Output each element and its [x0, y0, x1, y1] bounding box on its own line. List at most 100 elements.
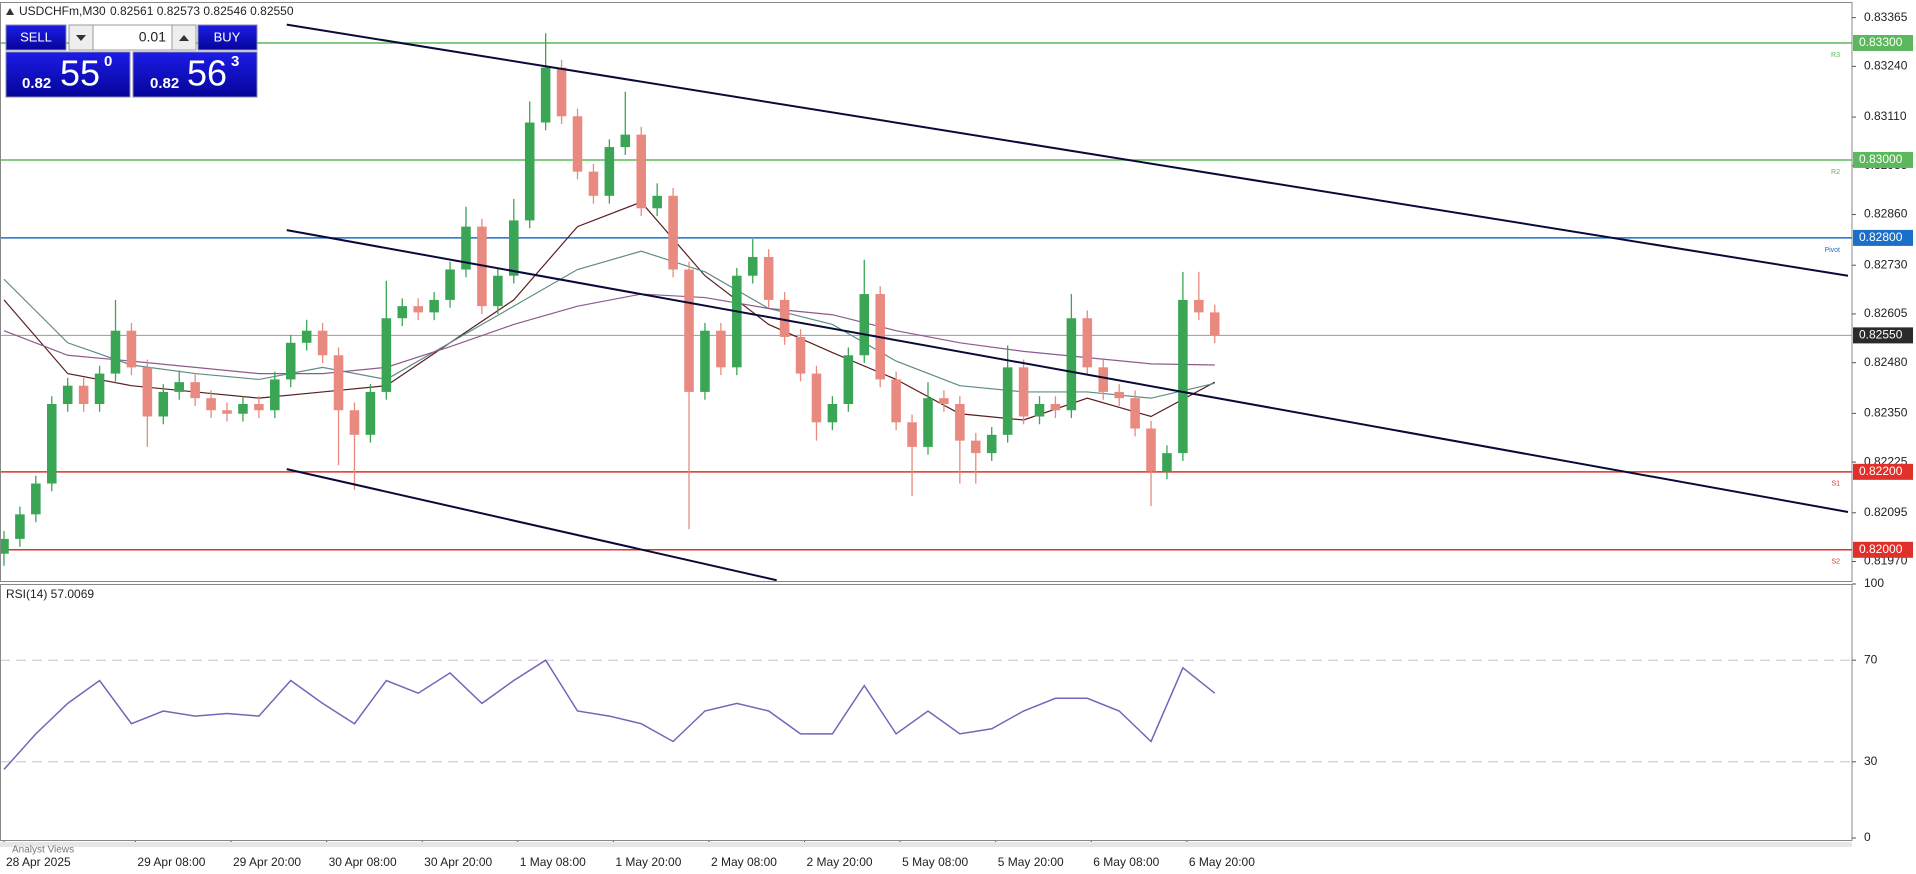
candle-body	[923, 398, 933, 447]
candle-body	[381, 318, 392, 392]
buy-frac: 3	[231, 53, 239, 70]
up-arrow	[179, 35, 189, 41]
x-tick-label: 2 May 20:00	[807, 855, 873, 869]
trendline	[286, 23, 1849, 277]
candle-body	[78, 385, 89, 405]
sell-big: 0.82	[22, 75, 51, 92]
candle-body	[270, 379, 280, 411]
candle-body	[285, 342, 296, 380]
buy-pips: 56	[187, 53, 227, 94]
candle-body	[445, 269, 455, 300]
candle-body	[158, 391, 169, 417]
candle-body	[986, 434, 997, 454]
x-tick-label: 29 Apr 20:00	[233, 855, 301, 869]
candle-body	[493, 275, 503, 307]
y-tick-label: 0	[1864, 830, 1871, 844]
analyst-views-tab[interactable]: Analyst Views	[12, 845, 74, 856]
buy-label: BUY	[214, 29, 241, 44]
candle-body	[859, 294, 870, 356]
candle-body	[572, 116, 583, 172]
candle-body	[301, 330, 312, 343]
level-name: S2	[1831, 559, 1840, 566]
candle-body	[1082, 318, 1093, 368]
candle-body	[588, 171, 599, 196]
level-price-label: 0.82800	[1859, 230, 1903, 244]
candle-body	[174, 382, 185, 392]
moving-average	[3, 201, 1216, 421]
level-name: R3	[1831, 52, 1840, 59]
level-price-label: 0.82200	[1859, 464, 1903, 478]
level-price-label: 0.83000	[1859, 152, 1903, 166]
candle-body	[1194, 299, 1204, 313]
candle-body	[795, 336, 806, 374]
sell-pips: 55	[60, 53, 100, 94]
candle-body	[46, 404, 57, 484]
candle-body	[190, 382, 200, 399]
x-tick-label: 28 Apr 2025	[6, 855, 71, 869]
candle-body	[1050, 404, 1061, 411]
sell-frac: 0	[104, 53, 112, 70]
candle-body	[747, 257, 758, 276]
candle-body	[907, 422, 917, 447]
candle-body	[811, 373, 822, 423]
candle-body	[668, 195, 678, 270]
candle-body	[317, 330, 328, 356]
x-tick-label: 29 Apr 08:00	[137, 855, 205, 869]
y-tick-label: 0.82480	[1864, 355, 1908, 369]
candle-body	[1098, 367, 1109, 392]
symbol: USDCHFm,M30	[19, 4, 106, 18]
candle-body	[254, 404, 264, 411]
candle-body	[843, 355, 854, 405]
lot-field[interactable]	[92, 24, 173, 51]
sell-label: SELL	[20, 29, 52, 44]
candle-body	[349, 410, 360, 435]
candle-body	[732, 275, 742, 368]
down-arrow	[76, 35, 86, 41]
level-name: R2	[1831, 169, 1840, 176]
sell-button[interactable]	[5, 24, 67, 51]
price-plot: R3 R2 Pivot S1 S2	[1, 23, 1852, 581]
x-tick-label: 5 May 20:00	[998, 855, 1064, 869]
candle-body	[636, 134, 647, 209]
candle-body	[142, 367, 153, 417]
level-name: S1	[1831, 481, 1840, 488]
level-price-box	[1853, 541, 1913, 558]
collapse-icon[interactable]	[6, 8, 14, 15]
moving-average	[3, 293, 1215, 375]
buy-button[interactable]	[197, 24, 258, 51]
candle-body	[604, 147, 615, 196]
candle-body	[1162, 453, 1172, 472]
y-tick-label: 0.83110	[1864, 109, 1907, 123]
price-panel	[0, 2, 1853, 582]
candle-body	[94, 373, 105, 405]
x-tick-label: 2 May 08:00	[711, 855, 777, 869]
candle-body	[333, 355, 344, 411]
sell-price-box[interactable]	[5, 51, 131, 98]
buy-price-box[interactable]	[132, 51, 258, 98]
level-price-label: 0.83300	[1859, 35, 1903, 49]
lot-value: 0.01	[139, 29, 166, 45]
candle-body	[206, 398, 216, 411]
candle-body	[540, 67, 551, 123]
trendline	[286, 468, 777, 581]
candle-body	[238, 404, 248, 414]
y-tick-label: 0.83240	[1864, 59, 1908, 73]
candle-body	[62, 385, 73, 405]
one-click-trading: SELL 0.01 BUY 0.82 55 0 0.82 56 3	[5, 24, 258, 98]
candle-body	[556, 67, 567, 117]
candle-body	[891, 379, 901, 423]
level-name: Pivot	[1824, 247, 1840, 254]
y-tick-label: 70	[1864, 652, 1878, 666]
level-price-box	[1853, 151, 1913, 168]
candle-body	[652, 195, 662, 209]
candle-body	[971, 440, 981, 454]
x-tick-label: 30 Apr 20:00	[424, 855, 492, 869]
buy-big: 0.82	[150, 75, 179, 92]
candle-body	[1002, 367, 1013, 435]
level-price-box	[1853, 229, 1913, 246]
current-price-box	[1853, 327, 1913, 344]
y-tick-label: 0.82605	[1864, 306, 1908, 320]
rsi-plot	[1, 659, 1852, 770]
candle-body	[1130, 398, 1140, 429]
x-tick-label: 6 May 20:00	[1189, 855, 1255, 869]
